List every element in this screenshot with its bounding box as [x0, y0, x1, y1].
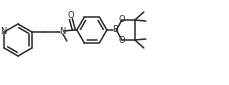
Text: B: B [112, 26, 118, 35]
Text: O: O [119, 36, 125, 45]
Text: O: O [68, 11, 74, 20]
Text: O: O [119, 15, 125, 24]
Text: N: N [0, 27, 7, 36]
Text: N: N [59, 28, 65, 36]
